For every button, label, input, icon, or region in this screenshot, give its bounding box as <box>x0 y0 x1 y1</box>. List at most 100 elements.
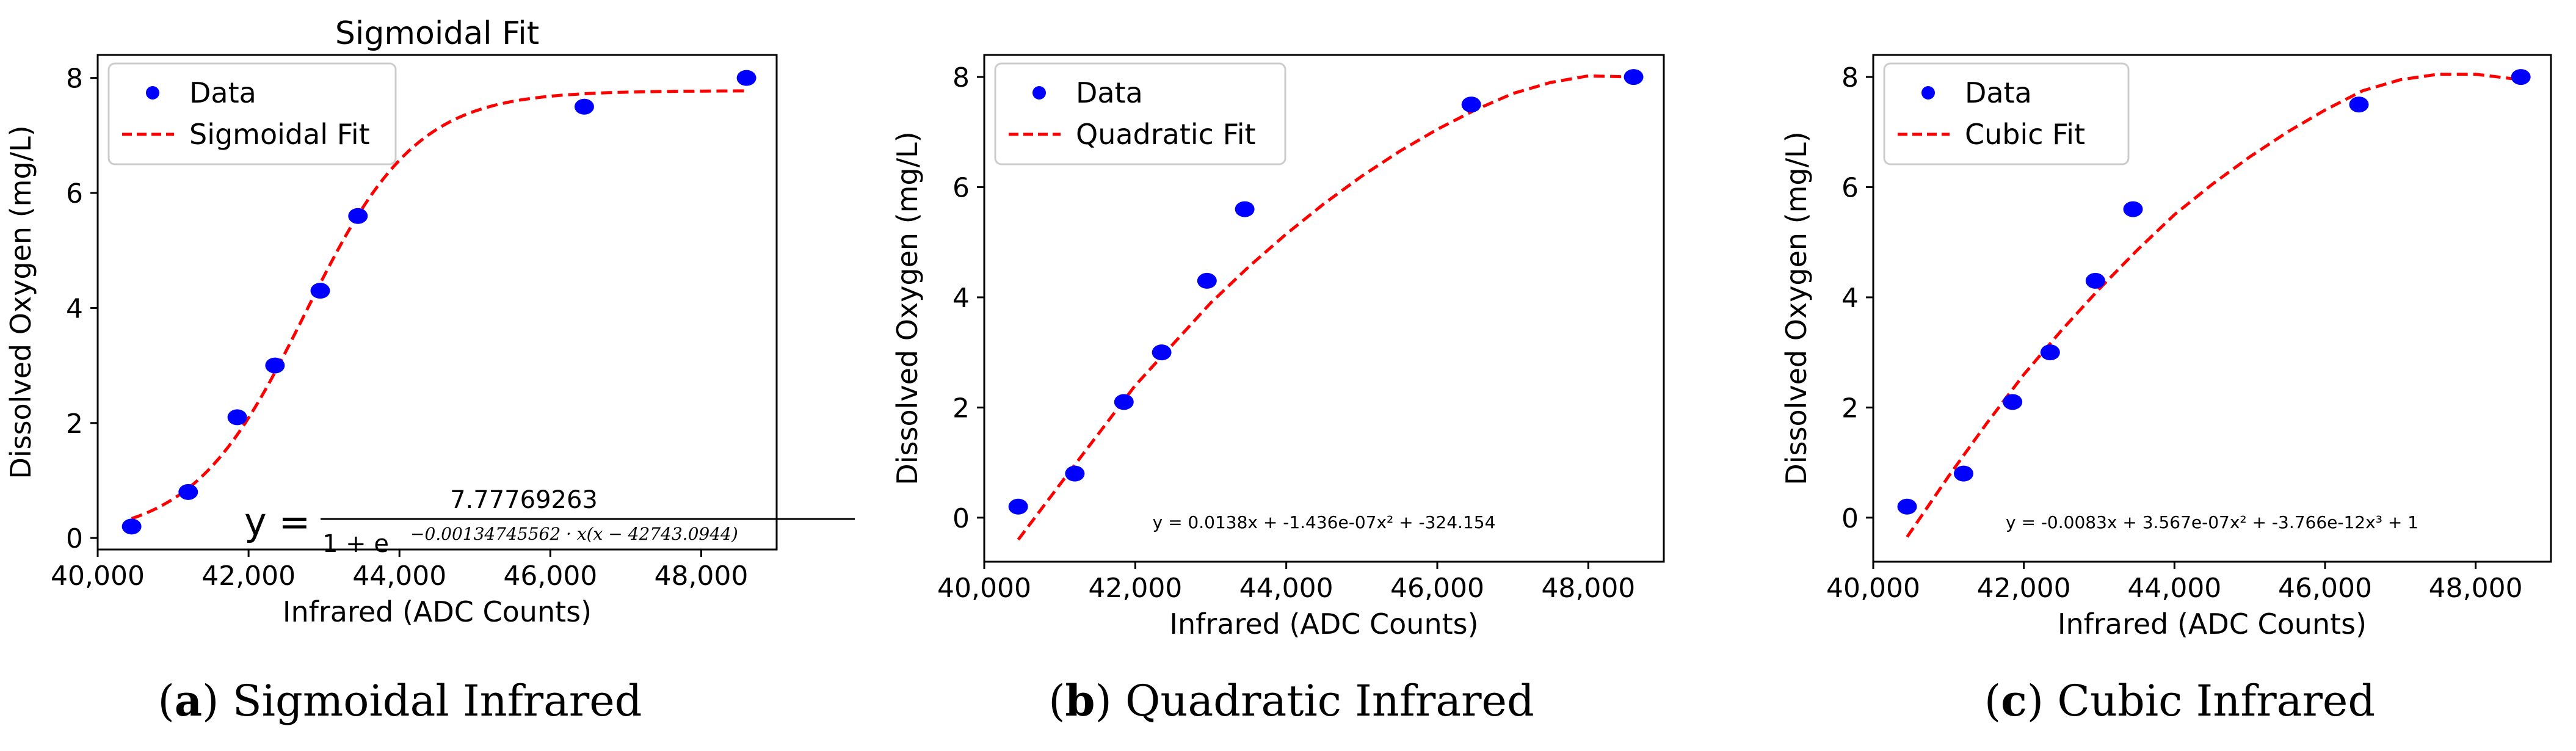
chart-panel-2: 40,000 42,000 44,000 46,000 48,000 0 2 4 6 8 Infra… <box>891 54 1665 726</box>
legend-label-data: Data <box>1076 76 1143 109</box>
data-point <box>1008 498 1028 515</box>
y-axis-label: Dissolved Oxygen (mg/L) <box>4 125 37 479</box>
fit-curve <box>1906 73 2522 538</box>
caption-letter: b <box>1065 675 1095 726</box>
chart-panel-3: 40,000 42,000 44,000 46,000 48,000 0 2 4 6 8 Infra… <box>1780 54 2552 726</box>
equation-lhs: y = <box>244 499 310 544</box>
data-point <box>1624 69 1644 85</box>
data-point <box>348 208 368 224</box>
equation-numerator: 7.77769263 <box>450 486 598 514</box>
caption-close: ) <box>1095 676 1125 726</box>
data-point <box>2085 272 2105 289</box>
data-point <box>2349 96 2369 113</box>
x-tick-label: 48,000 <box>1541 573 1635 604</box>
legend: Data Cubic Fit <box>1883 62 2130 165</box>
x-axis-label: Infrared (ADC Counts) <box>283 595 592 628</box>
data-point <box>2003 394 2023 410</box>
y-axis-label: Dissolved Oxygen (mg/L) <box>891 131 924 485</box>
y-tick-label: 4 <box>66 293 83 324</box>
data-point <box>1954 465 1973 482</box>
legend-box <box>994 62 1286 165</box>
legend-box <box>107 62 397 165</box>
caption-text: Sigmoidal Infrared <box>233 676 642 726</box>
legend-label-fit: Sigmoidal Fit <box>189 118 370 151</box>
x-tick-label: 42,000 <box>201 561 296 592</box>
x-tick-label: 46,000 <box>503 561 597 592</box>
legend-label-data: Data <box>1965 76 2032 109</box>
data-point <box>1152 344 1172 361</box>
y-tick-label: 4 <box>952 283 970 314</box>
x-tick-label: 40,000 <box>51 561 145 592</box>
y-tick-label: 2 <box>66 408 83 440</box>
data-point <box>1235 201 1255 217</box>
y-tick-label: 8 <box>1841 62 1859 93</box>
x-tick-label: 46,000 <box>2278 573 2372 604</box>
data-point <box>1461 96 1481 113</box>
legend-box <box>1883 62 2130 165</box>
panel-caption: (c) Cubic Infrared <box>1984 675 2375 726</box>
y-tick-label: 2 <box>952 393 970 424</box>
x-tick-label: 44,000 <box>1239 573 1333 604</box>
fit-equation: y = -0.0083x + 3.567e-07x² + -3.766e-12x… <box>2006 512 2418 532</box>
y-tick-label: 6 <box>1841 173 1859 204</box>
y-tick-label: 0 <box>952 503 970 534</box>
equation-denominator: 1 + e <box>322 530 389 558</box>
data-point <box>1897 498 1917 515</box>
data-point <box>736 70 756 86</box>
x-tick-label: 40,000 <box>937 573 1031 604</box>
caption-close: ) <box>202 676 233 726</box>
chart-panel-1: Sigmoidal Fit 40,000 42,000 44,000 46,000 48,… <box>4 15 855 726</box>
y-tick-label: 6 <box>66 178 83 209</box>
x-tick-label: 44,000 <box>2127 573 2221 604</box>
x-tick-label: 48,000 <box>654 561 748 592</box>
x-tick-label: 46,000 <box>1390 573 1484 604</box>
x-tick-label: 40,000 <box>1826 573 1920 604</box>
chart-title: Sigmoidal Fit <box>335 15 539 52</box>
y-tick-label: 8 <box>952 62 970 93</box>
caption-text: Cubic Infrared <box>2057 676 2375 726</box>
data-point <box>2511 69 2531 85</box>
x-axis-label: Infrared (ADC Counts) <box>2058 608 2367 640</box>
fit-curve <box>131 89 747 520</box>
data-point <box>574 98 594 115</box>
caption-open: ( <box>1984 676 2001 726</box>
data-point <box>1114 394 1134 410</box>
y-tick-label: 0 <box>1841 503 1859 534</box>
x-tick-label: 42,000 <box>1088 573 1182 604</box>
y-tick-label: 0 <box>66 523 83 554</box>
legend-label-data: Data <box>189 76 256 109</box>
panel-caption: (a) Sigmoidal Infrared <box>158 675 642 726</box>
legend-marker-data <box>1032 86 1046 100</box>
fit-equation: y = 7.77769263 1 + e −0.00134745562 · x(x −… <box>244 486 855 558</box>
plot-frame <box>983 54 1665 563</box>
caption-close: ) <box>2027 676 2058 726</box>
x-axis-label: Infrared (ADC Counts) <box>1169 608 1478 640</box>
fit-equation: y = 0.0138x + -1.436e-07x² + -324.154 <box>1153 512 1496 532</box>
y-tick-label: 4 <box>1841 283 1859 314</box>
x-tick-label: 48,000 <box>2429 573 2523 604</box>
caption-text: Quadratic Infrared <box>1125 676 1534 726</box>
data-point <box>227 409 247 426</box>
caption-open: ( <box>158 676 174 726</box>
legend-marker-data <box>146 86 159 100</box>
panel-caption: (b) Quadratic Infrared <box>1048 675 1534 726</box>
data-point <box>2040 344 2060 361</box>
x-tick-label: 42,000 <box>1977 573 2071 604</box>
legend-label-fit: Cubic Fit <box>1965 118 2085 151</box>
plot-frame <box>96 54 778 551</box>
y-axis-label: Dissolved Oxygen (mg/L) <box>1780 131 1813 485</box>
data-point <box>122 518 142 535</box>
data-point <box>1065 465 1085 482</box>
y-tick-label: 2 <box>1841 393 1859 424</box>
data-point <box>1197 272 1217 289</box>
legend-label-fit: Quadratic Fit <box>1076 118 1256 151</box>
caption-letter: c <box>2001 675 2027 726</box>
legend-marker-data <box>1921 86 1935 100</box>
legend: Data Quadratic Fit <box>994 62 1286 165</box>
plot-frame <box>1872 54 2552 563</box>
data-point <box>178 484 198 500</box>
caption-open: ( <box>1048 676 1065 726</box>
caption-letter: a <box>175 675 202 726</box>
y-tick-label: 8 <box>66 63 83 95</box>
